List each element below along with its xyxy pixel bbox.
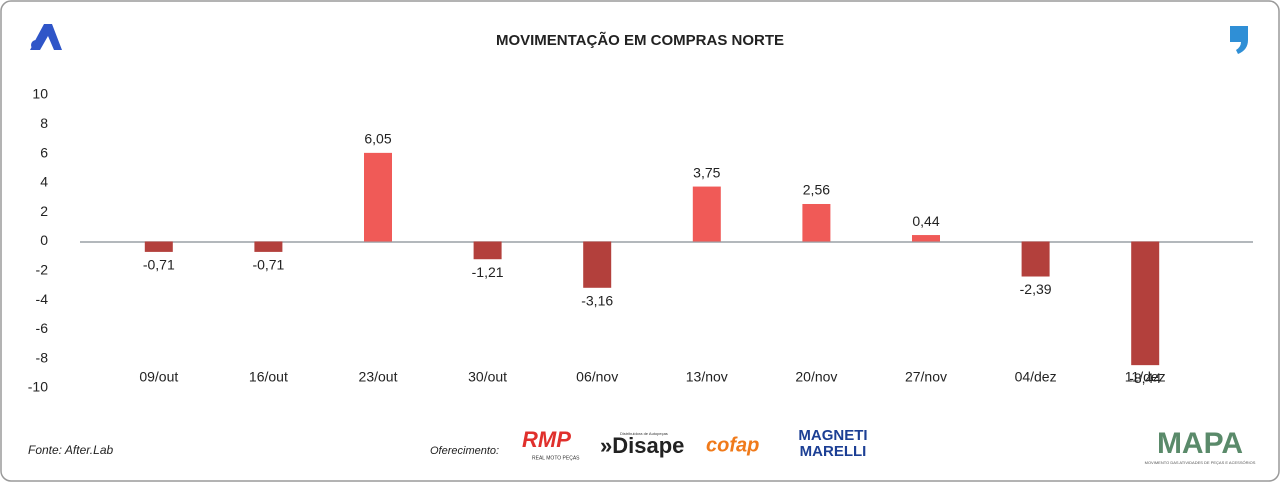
y-tick-label: 0	[40, 232, 48, 248]
sponsor-label: Oferecimento:	[430, 445, 499, 457]
value-label: 2,56	[803, 182, 830, 198]
value-label: 3,75	[693, 164, 720, 180]
quote-logo	[1230, 26, 1248, 54]
x-tick-label: 23/out	[359, 369, 398, 385]
value-label: 6,05	[364, 131, 391, 147]
bar	[364, 152, 392, 242]
y-tick-label: 4	[40, 174, 48, 190]
value-label: -0,71	[143, 257, 175, 273]
logo-disape-sub: Distribuidora de Autopeças	[620, 431, 668, 436]
x-tick-label: 09/out	[139, 369, 178, 385]
bar	[583, 241, 612, 288]
bar	[254, 241, 283, 252]
bar	[1021, 241, 1050, 277]
bar	[473, 241, 502, 260]
y-tick-label: -6	[36, 320, 49, 336]
value-label: -0,71	[252, 257, 284, 273]
logo-rmp: RMP	[522, 427, 571, 452]
value-label: 0,44	[912, 213, 939, 229]
y-tick-label: -10	[28, 379, 48, 395]
y-tick-label: 2	[40, 203, 48, 219]
bar	[144, 241, 173, 252]
brand-logo	[30, 24, 62, 50]
y-tick-label: -2	[36, 262, 49, 278]
value-label: -8,44	[1129, 370, 1161, 386]
value-label: -2,39	[1020, 281, 1052, 297]
y-tick-label: 8	[40, 115, 48, 131]
y-tick-label: -8	[36, 349, 49, 365]
y-tick-label: 10	[32, 86, 48, 102]
x-tick-label: 20/nov	[795, 369, 837, 385]
x-tick-label: 27/nov	[905, 369, 947, 385]
bar	[912, 235, 940, 242]
logo-marelli: MARELLI	[800, 443, 867, 460]
logo-cofap: cofap	[706, 434, 759, 456]
logo-mapa-sub: MOVIMENTO DAS ATIVIDADES DE PEÇAS E ACES…	[1145, 460, 1256, 465]
x-tick-label: 16/out	[249, 369, 288, 385]
x-tick-label: 11/dez	[1125, 369, 1166, 385]
bar	[692, 186, 721, 242]
logo-magneti: MAGNETI	[798, 427, 867, 444]
chart-title: MOVIMENTAÇÃO EM COMPRAS NORTE	[496, 31, 784, 49]
logo-mapa: MAPA	[1157, 427, 1243, 460]
source: Fonte: After.Lab	[28, 443, 113, 457]
value-label: -1,21	[472, 264, 504, 280]
logo-disape: »Disape	[600, 433, 684, 458]
y-tick-label: 6	[40, 144, 48, 160]
x-tick-label: 06/nov	[576, 369, 618, 385]
bar	[802, 203, 831, 242]
logo-rmp-sub: REAL MOTO PEÇAS	[532, 455, 580, 461]
x-tick-label: 04/dez	[1015, 369, 1057, 385]
value-label: -3,16	[581, 292, 613, 308]
x-tick-label: 13/nov	[686, 369, 728, 385]
bar	[1131, 241, 1160, 366]
x-tick-label: 30/out	[468, 369, 507, 385]
y-tick-label: -4	[36, 291, 49, 307]
